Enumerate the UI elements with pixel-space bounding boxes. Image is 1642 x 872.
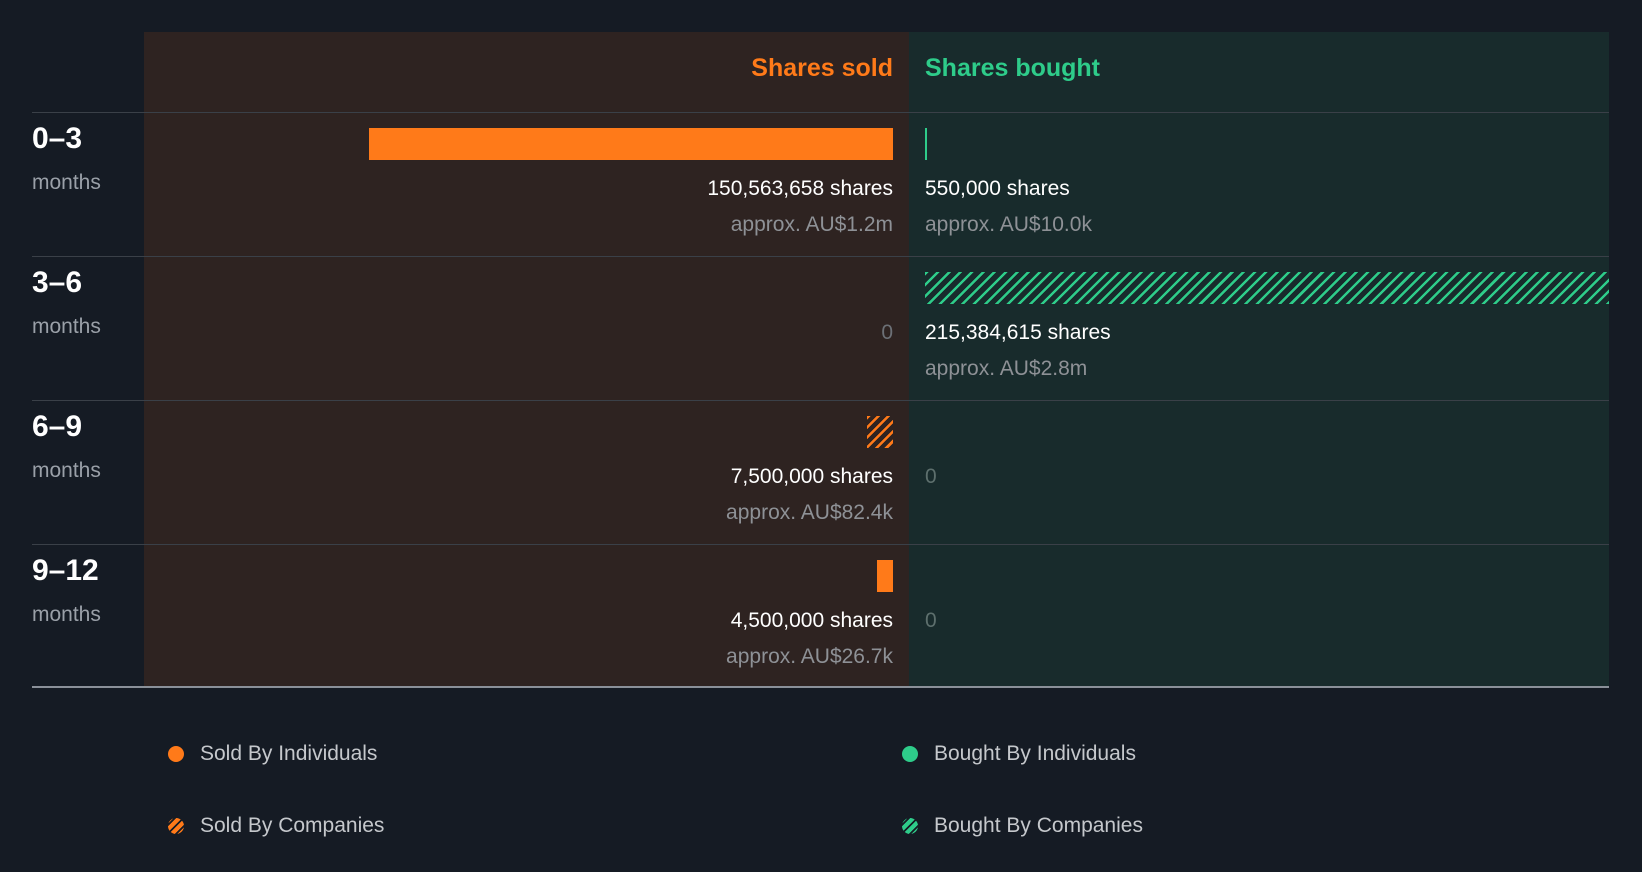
bought-bar <box>925 128 927 160</box>
row-divider <box>32 256 1609 257</box>
bottom-axis-line <box>32 686 1609 688</box>
sold-approx-value: approx. AU$82.4k <box>726 501 893 524</box>
shares-sold-header: Shares sold <box>751 54 893 82</box>
sold-shares-label: 4,500,000 shares <box>730 609 893 632</box>
legend-label: Bought By Companies <box>934 814 1143 837</box>
legend-label: Sold By Individuals <box>200 742 378 765</box>
period-label: 0–3 <box>32 122 83 155</box>
sold-shares-label: 7,500,000 shares <box>730 465 893 488</box>
legend-item: Sold By Individuals <box>168 742 377 766</box>
bought-bar <box>925 272 1609 304</box>
bought-zero-label: 0 <box>925 465 937 488</box>
bought-approx-value: approx. AU$2.8m <box>925 357 1088 380</box>
bought-approx-value: approx. AU$10.0k <box>925 213 1092 236</box>
period-label: 9–12 <box>32 554 99 587</box>
legend-swatch-icon <box>168 746 184 762</box>
sold-shares-label: 150,563,658 shares <box>707 177 893 200</box>
sold-bar <box>369 128 893 160</box>
sold-bar <box>877 560 893 592</box>
row-divider <box>32 112 1609 113</box>
row-divider <box>32 544 1609 545</box>
legend-item: Bought By Companies <box>902 814 1143 838</box>
legend-item: Bought By Individuals <box>902 742 1136 766</box>
sold-approx-value: approx. AU$1.2m <box>730 213 893 236</box>
legend-label: Bought By Individuals <box>934 742 1136 765</box>
bought-shares-label: 215,384,615 shares <box>925 321 1111 344</box>
bought-zero-label: 0 <box>925 609 937 632</box>
legend-swatch-icon <box>902 818 918 834</box>
legend-swatch-icon <box>902 746 918 762</box>
shares-bought-panel <box>909 32 1609 687</box>
period-unit-label: months <box>32 315 101 338</box>
period-unit-label: months <box>32 603 101 626</box>
sold-approx-value: approx. AU$26.7k <box>726 645 893 668</box>
period-unit-label: months <box>32 459 101 482</box>
period-label: 6–9 <box>32 410 83 443</box>
row-divider <box>32 400 1609 401</box>
shares-bought-header: Shares bought <box>925 54 1101 82</box>
sold-bar <box>867 416 893 448</box>
legend-swatch-icon <box>168 818 184 834</box>
sold-zero-label: 0 <box>881 321 893 344</box>
legend-label: Sold By Companies <box>200 814 385 837</box>
bought-shares-label: 550,000 shares <box>925 177 1070 200</box>
legend-item: Sold By Companies <box>168 814 384 838</box>
period-label: 3–6 <box>32 266 83 299</box>
period-unit-label: months <box>32 171 101 194</box>
